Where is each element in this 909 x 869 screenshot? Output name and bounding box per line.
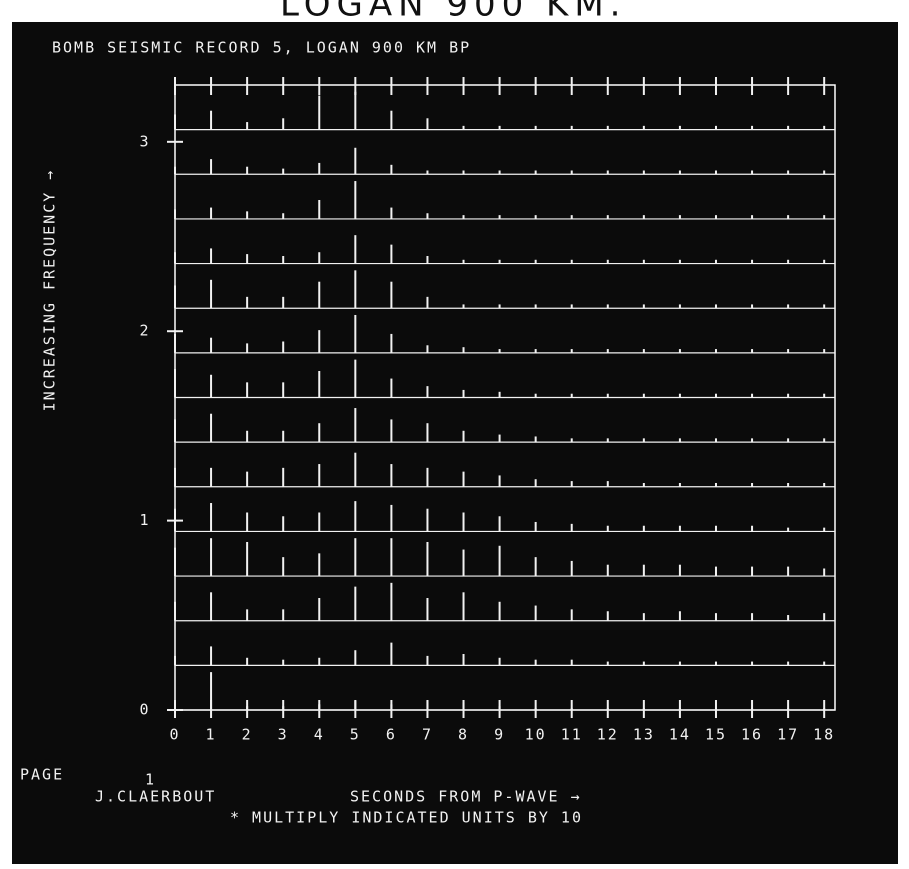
x-tick-label: 2 bbox=[242, 726, 253, 744]
footnote: * MULTIPLY INDICATED UNITS BY 10 bbox=[230, 809, 583, 827]
x-tick-label: 0 bbox=[169, 726, 180, 744]
x-tick-label: 7 bbox=[422, 726, 433, 744]
y-tick-label: 0 bbox=[139, 701, 150, 719]
x-tick-label: 12 bbox=[597, 726, 619, 744]
y-tick-label: 2 bbox=[139, 322, 150, 340]
x-tick-label: 17 bbox=[777, 726, 799, 744]
chart-title: BOMB SEISMIC RECORD 5, LOGAN 900 KM BP bbox=[52, 39, 471, 57]
y-tick-label: 3 bbox=[139, 132, 150, 150]
handwritten-note: LOGAN 900 KM. bbox=[280, 0, 626, 25]
x-tick-label: 1 bbox=[206, 726, 217, 744]
page-number: 1 bbox=[145, 771, 156, 789]
x-tick-label: 4 bbox=[314, 726, 325, 744]
x-axis-label: SECONDS FROM P-WAVE → bbox=[350, 788, 582, 806]
x-tick-label: 5 bbox=[350, 726, 361, 744]
y-tick-label: 1 bbox=[139, 511, 150, 529]
x-tick-label: 3 bbox=[278, 726, 289, 744]
x-tick-label: 10 bbox=[525, 726, 547, 744]
page-label: PAGE bbox=[20, 766, 64, 784]
author: J.CLAERBOUT bbox=[95, 788, 216, 806]
x-tick-label: 6 bbox=[386, 726, 397, 744]
x-tick-label: 9 bbox=[494, 726, 505, 744]
x-tick-label: 11 bbox=[561, 726, 583, 744]
x-tick-label: 14 bbox=[669, 726, 691, 744]
x-tick-label: 13 bbox=[633, 726, 655, 744]
y-axis-label: INCREASING FREQUENCY → bbox=[41, 169, 59, 412]
x-tick-label: 16 bbox=[741, 726, 763, 744]
x-tick-label: 8 bbox=[458, 726, 469, 744]
chart: LOGAN 900 KM. BOMB SEISMIC RECORD 5, LOG… bbox=[0, 0, 909, 869]
x-tick-label: 18 bbox=[813, 726, 835, 744]
x-tick-label: 15 bbox=[705, 726, 727, 744]
